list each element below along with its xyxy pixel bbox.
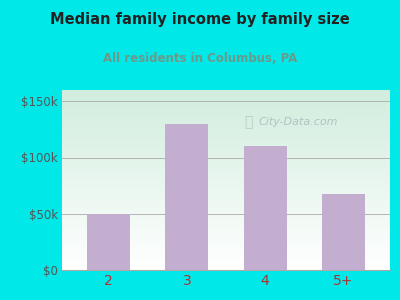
Text: All residents in Columbus, PA: All residents in Columbus, PA xyxy=(103,52,297,65)
Bar xyxy=(166,124,208,270)
Text: City-Data.com: City-Data.com xyxy=(259,117,338,128)
Text: Ⓜ: Ⓜ xyxy=(244,116,252,129)
Bar xyxy=(87,214,130,270)
Bar xyxy=(322,194,365,270)
Bar xyxy=(244,146,286,270)
Text: Median family income by family size: Median family income by family size xyxy=(50,12,350,27)
